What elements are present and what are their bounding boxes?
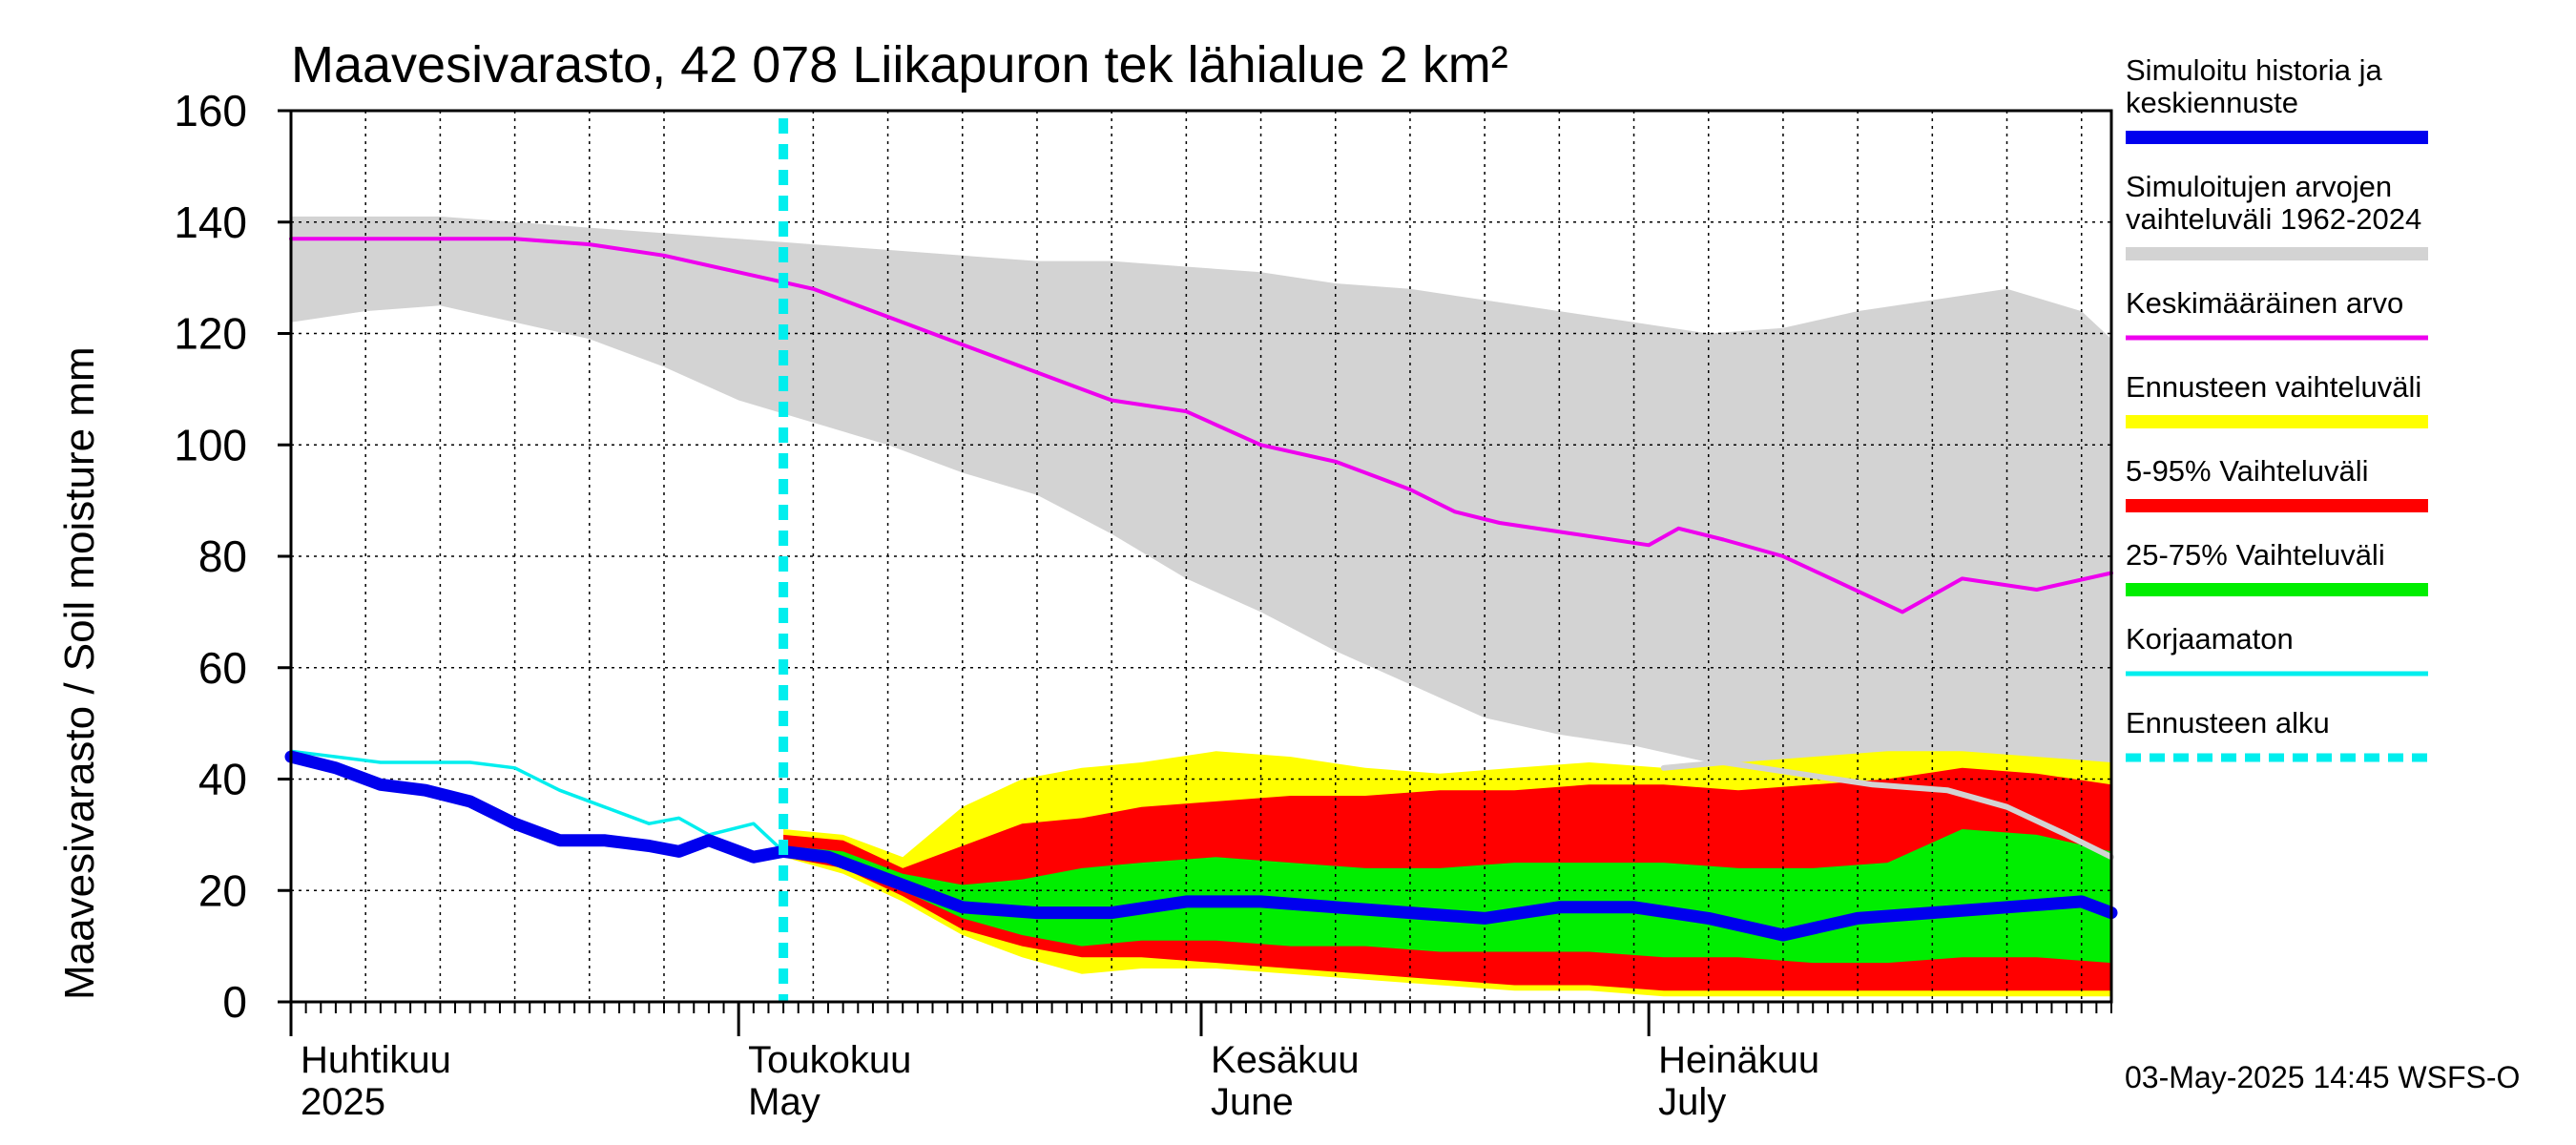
month-label-hein-kuu: Heinäkuu bbox=[1658, 1039, 1819, 1081]
y-tick-label-80: 80 bbox=[198, 531, 247, 581]
timestamp: 03-May-2025 14:45 WSFS-O bbox=[2125, 1060, 2520, 1094]
chart-title: Maavesivarasto, 42 078 Liikapuron tek lä… bbox=[291, 36, 1508, 94]
y-tick-label-40: 40 bbox=[198, 755, 247, 804]
legend-label-1-0: Simuloitujen arvojen bbox=[2126, 170, 2392, 203]
line-simuloitu-historia-ja-keskiennuste bbox=[284, 750, 2118, 942]
legend-label-2-0: Keskimääräinen arvo bbox=[2126, 286, 2403, 320]
legend-label-1-1: vaihteluväli 1962-2024 bbox=[2126, 202, 2421, 236]
y-tick-label-140: 140 bbox=[174, 198, 247, 247]
y-tick-label-0: 0 bbox=[222, 977, 247, 1027]
y-tick-label-20: 20 bbox=[198, 865, 247, 915]
y-tick-label-60: 60 bbox=[198, 643, 247, 693]
series-lines bbox=[284, 118, 2118, 1002]
band-simuloitujen-arvojen-vaihteluv-li-1962-2024 bbox=[291, 216, 2111, 780]
axis-ticks bbox=[278, 109, 2112, 1036]
month-sublabel-may: May bbox=[748, 1081, 821, 1123]
y-axis-label: Maavesivarasto / Soil moisture mm bbox=[56, 346, 103, 1000]
y-tick-label-100: 100 bbox=[174, 420, 247, 469]
legend-label-3-0: Ennusteen vaihteluväli bbox=[2126, 370, 2421, 404]
legend-label-7-0: Ennusteen alku bbox=[2126, 706, 2330, 739]
y-tick-labels: 0 20 40 60 80 100 120 140 160 bbox=[174, 86, 247, 1027]
legend-label-4-0: 5-95% Vaihteluväli bbox=[2126, 454, 2368, 488]
legend-label-5-0: 25-75% Vaihteluväli bbox=[2126, 538, 2385, 572]
month-label-kes-kuu: Kesäkuu bbox=[1211, 1039, 1360, 1081]
month-sublabel-july: July bbox=[1658, 1081, 1726, 1123]
legend-label-0-1: keskiennuste bbox=[2126, 86, 2298, 119]
month-label-toukokuu: Toukokuu bbox=[748, 1039, 911, 1081]
legend-label-0-0: Simuloitu historia ja bbox=[2126, 53, 2383, 87]
line-simuloitujen-arvojen-vaihteluv-li-1962-2024-alaraja bbox=[1660, 760, 2114, 861]
y-tick-label-160: 160 bbox=[174, 86, 247, 135]
month-sublabel-june: June bbox=[1211, 1081, 1294, 1123]
legend-label-6-0: Korjaamaton bbox=[2126, 622, 2294, 656]
month-label-huhtikuu: Huhtikuu bbox=[301, 1039, 451, 1081]
month-sublabel-2025: 2025 bbox=[301, 1081, 385, 1123]
y-tick-label-120: 120 bbox=[174, 309, 247, 359]
line-keskim-r-inen-arvo bbox=[289, 237, 2113, 614]
